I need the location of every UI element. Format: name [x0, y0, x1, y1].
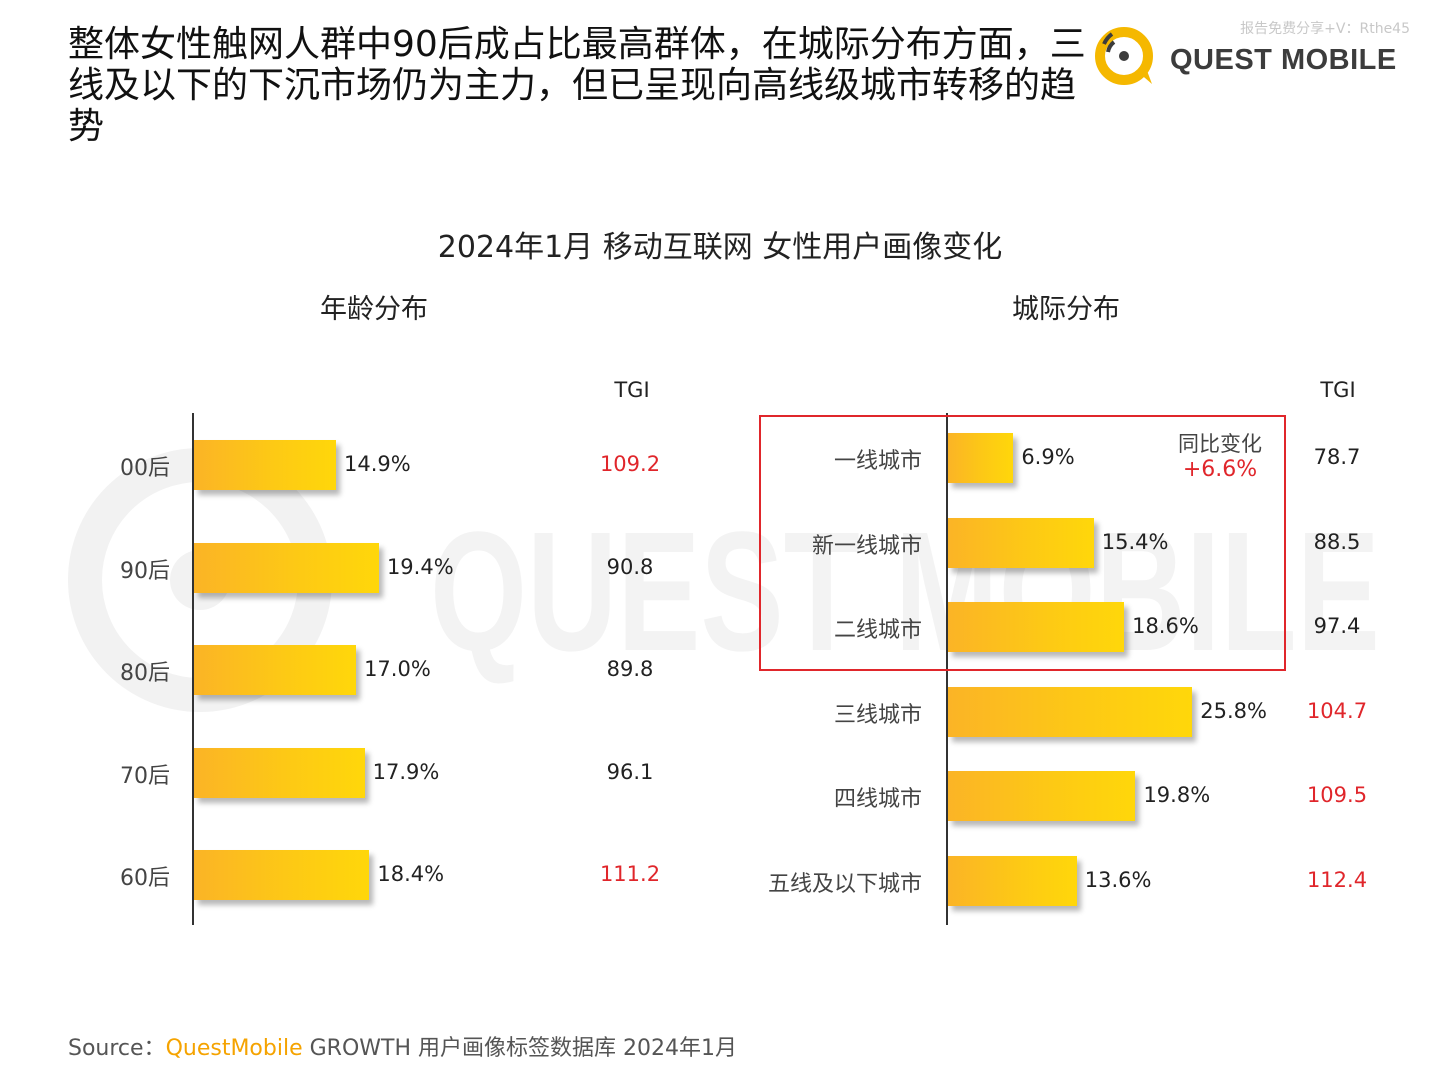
bar [948, 433, 1014, 483]
value-label: 19.4% [386, 554, 454, 579]
value-label: 18.6% [1132, 614, 1199, 639]
bar [194, 850, 370, 900]
source-prefix: Source： [68, 1036, 166, 1061]
bar [948, 686, 1193, 737]
value-label: 14.9% [344, 452, 411, 476]
chart-title: 2024年1月 移动互联网 女性用户画像变化 [437, 230, 1003, 265]
high-tier-highlight-box [759, 415, 1286, 671]
source-rest: GROWTH 用户画像标签数据库 2024年1月 [302, 1036, 737, 1061]
page-headline: 整体女性触网人群中90后成占比最高群体，在城际分布方面，三线及以下的下沉市场仍为… [68, 24, 1086, 147]
value-label: 15.4% [1101, 529, 1169, 554]
brand-logo: QUEST MOBILE [1090, 22, 1396, 92]
bar [194, 542, 379, 593]
category-label: 二线城市 [833, 618, 922, 644]
age-axis [192, 413, 194, 925]
age-tgi-header: TGI [614, 378, 650, 402]
value-label: 17.9% [372, 759, 440, 784]
tgi-value: 90.8 [606, 554, 654, 579]
tgi-value: 112.4 [1306, 868, 1368, 892]
value-label: 18.4% [377, 862, 445, 886]
tgi-value: 97.4 [1313, 614, 1361, 639]
bar [948, 771, 1136, 822]
tgi-value: 89.8 [606, 657, 654, 681]
value-label: 19.8% [1143, 783, 1211, 808]
bar [948, 517, 1094, 568]
category-label: 70后 [120, 763, 170, 789]
yoy-change-value: +6.6% [1182, 457, 1258, 482]
bar [194, 645, 357, 695]
tgi-value: 111.2 [599, 862, 661, 886]
category-label: 60后 [120, 866, 170, 891]
category-label: 80后 [120, 661, 170, 686]
value-label: 6.9% [1021, 445, 1075, 469]
value-label: 13.6% [1084, 868, 1152, 892]
age-panel-title: 年龄分布 [320, 294, 428, 325]
bar [948, 602, 1125, 653]
value-label: 17.0% [364, 657, 431, 681]
category-label: 00后 [120, 456, 170, 481]
tgi-value: 104.7 [1306, 698, 1368, 723]
source-brand: QuestMobile [165, 1036, 303, 1061]
category-label: 新一线城市 [811, 533, 922, 559]
bar [194, 440, 337, 490]
logo-text: QUEST MOBILE [1170, 44, 1397, 76]
category-label: 一线城市 [833, 449, 922, 474]
city-panel-title: 城际分布 [1012, 294, 1120, 325]
category-label: 三线城市 [833, 702, 922, 728]
tgi-value: 78.7 [1313, 445, 1361, 469]
tgi-value: 109.5 [1306, 783, 1368, 808]
tgi-value: 109.2 [599, 452, 661, 476]
bar [948, 856, 1077, 906]
tgi-value: 88.5 [1313, 529, 1361, 554]
category-label: 90后 [120, 558, 170, 584]
city-tgi-header: TGI [1320, 378, 1356, 402]
yoy-change-label: 同比变化 [1178, 432, 1262, 456]
bar [194, 747, 365, 798]
logo-icon [1095, 27, 1153, 85]
share-watermark: 报告免费分享+V：Rthe45 [1240, 21, 1410, 37]
category-label: 五线及以下城市 [767, 872, 922, 897]
tgi-value: 96.1 [606, 759, 654, 784]
source-note: Source：QuestMobile GROWTH 用户画像标签数据库 2024… [68, 1030, 737, 1062]
value-label: 25.8% [1200, 698, 1267, 723]
category-label: 四线城市 [833, 787, 922, 813]
